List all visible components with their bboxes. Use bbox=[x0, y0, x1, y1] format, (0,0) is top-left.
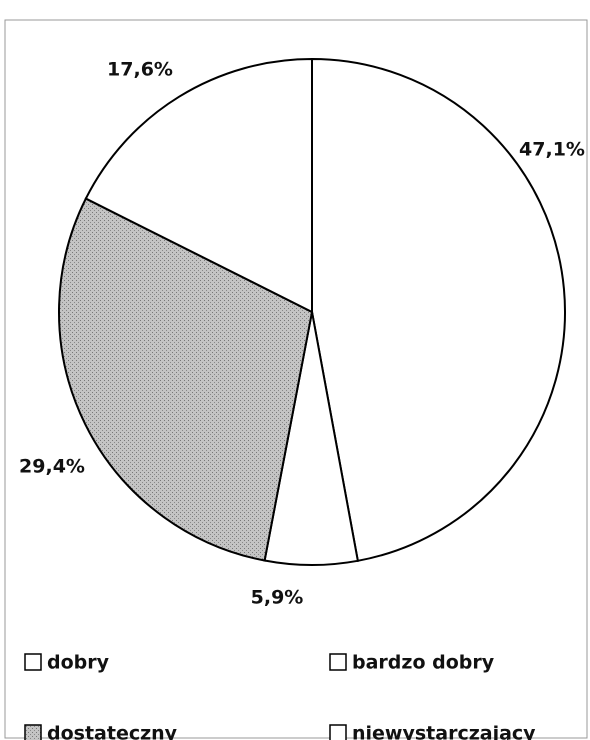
data-label: 47,1% bbox=[519, 139, 585, 161]
pie-slice bbox=[311, 57, 566, 562]
legend-swatch bbox=[329, 653, 347, 671]
legend-label: dostateczny bbox=[47, 723, 178, 740]
data-label: 5,9% bbox=[251, 587, 304, 609]
legend-label: bardzo dobry bbox=[352, 652, 495, 674]
legend-swatch bbox=[24, 724, 42, 740]
data-label: 17,6% bbox=[107, 59, 173, 81]
pie-slice bbox=[84, 57, 313, 314]
legend-swatch bbox=[329, 724, 347, 740]
legend-label: dobry bbox=[47, 652, 110, 674]
legend-swatch bbox=[24, 653, 42, 671]
chart-frame bbox=[4, 19, 588, 739]
data-label: 29,4% bbox=[19, 456, 85, 478]
legend-label: niewystarczający bbox=[352, 723, 536, 740]
pie-slice bbox=[58, 197, 314, 562]
